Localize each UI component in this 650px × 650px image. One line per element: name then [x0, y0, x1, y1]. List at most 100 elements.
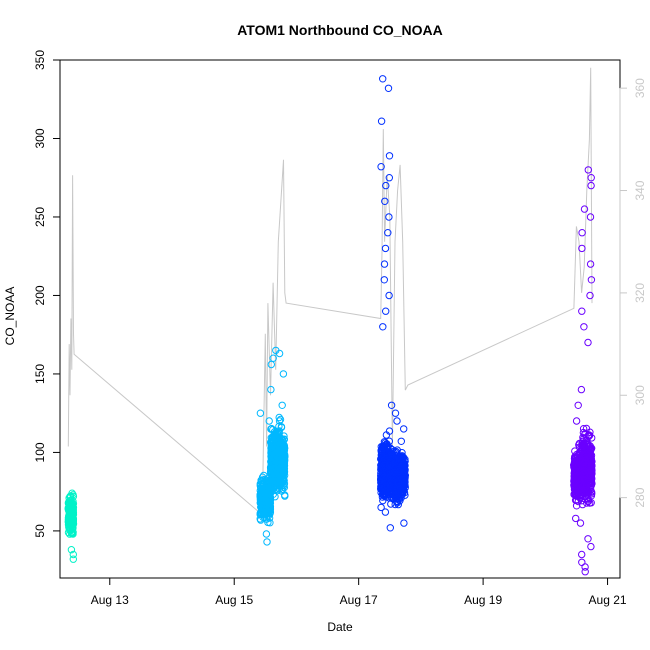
data-point	[582, 453, 590, 462]
y-tick-label: 150	[33, 364, 47, 384]
data-point	[69, 491, 77, 499]
data-point	[572, 417, 581, 425]
y2-tick-label: 280	[633, 487, 647, 507]
data-point	[270, 481, 279, 490]
data-point	[584, 166, 592, 174]
data-point	[276, 462, 284, 470]
data-point	[577, 385, 586, 394]
data-point	[381, 197, 389, 206]
data-point	[570, 484, 579, 492]
data-point	[379, 323, 387, 331]
data-point	[269, 480, 278, 488]
data-point	[391, 457, 399, 465]
data-point	[378, 450, 386, 459]
data-point	[588, 490, 596, 498]
data-point	[580, 205, 589, 213]
data-point	[377, 503, 385, 512]
series-3	[377, 75, 409, 532]
data-point	[585, 432, 593, 441]
y2-tick-label: 300	[633, 385, 647, 405]
data-point	[377, 117, 386, 125]
data-point	[572, 496, 581, 504]
series-4	[570, 166, 596, 576]
x-tick-label: Aug 19	[464, 593, 502, 607]
data-point	[267, 434, 275, 442]
y2-axis: 280 300 320 340 360	[619, 78, 647, 508]
data-point	[384, 229, 392, 237]
y2-tick-label: 340	[633, 180, 647, 200]
y-tick-label: 300	[33, 128, 47, 148]
data-point	[386, 524, 394, 532]
data-point	[401, 457, 409, 465]
data-point	[578, 229, 586, 237]
data-point	[391, 464, 399, 472]
data-point	[578, 244, 586, 253]
data-point	[384, 84, 393, 93]
data-point	[572, 514, 580, 523]
data-point	[578, 307, 586, 315]
y2-line-layer	[67, 67, 593, 514]
data-point	[381, 439, 389, 447]
data-point	[399, 475, 407, 484]
data-point	[69, 550, 78, 559]
data-point	[580, 323, 588, 331]
data-point	[574, 401, 582, 409]
data-point	[387, 401, 396, 409]
data-point	[385, 427, 394, 435]
data-point	[393, 497, 401, 505]
data-point	[68, 489, 76, 497]
data-point	[388, 450, 396, 458]
data-point	[382, 181, 390, 190]
data-point	[379, 75, 387, 83]
data-point	[279, 370, 288, 378]
data-point	[271, 429, 280, 437]
data-point	[579, 425, 588, 433]
data-point	[68, 505, 76, 513]
data-point	[278, 479, 286, 487]
y2-series-line	[67, 67, 593, 514]
data-point	[65, 515, 73, 523]
data-point	[65, 514, 74, 522]
data-point	[585, 466, 593, 475]
data-point	[586, 449, 594, 457]
data-point	[578, 480, 586, 488]
data-point	[393, 446, 401, 454]
data-point	[578, 558, 586, 566]
data-point	[397, 492, 405, 500]
data-point	[580, 458, 588, 467]
data-point	[258, 500, 266, 508]
x-tick-label: Aug 13	[91, 593, 129, 607]
data-point	[280, 483, 288, 492]
data-point	[378, 486, 387, 494]
data-point	[279, 468, 288, 477]
data-point	[278, 461, 287, 470]
data-point	[377, 163, 385, 171]
data-point	[269, 354, 277, 362]
data-point	[587, 542, 595, 551]
data-point	[278, 476, 287, 484]
data-point	[380, 276, 388, 284]
data-point	[275, 413, 283, 422]
x-tick-label: Aug 15	[215, 593, 253, 607]
points-layer	[64, 75, 596, 576]
data-point	[387, 485, 395, 494]
data-point	[257, 508, 265, 516]
data-point	[397, 437, 405, 445]
data-point	[578, 500, 587, 509]
data-point	[377, 479, 385, 487]
data-point	[388, 477, 396, 485]
data-point	[579, 488, 588, 496]
x-tick-label: Aug 17	[340, 593, 378, 607]
data-point	[387, 453, 395, 461]
x-axis-label: Date	[327, 620, 353, 634]
data-point	[258, 490, 266, 498]
data-point	[584, 477, 592, 485]
data-point	[587, 276, 596, 284]
data-point	[385, 213, 393, 221]
data-point	[381, 244, 390, 253]
data-point	[381, 508, 390, 516]
data-point	[394, 479, 403, 487]
data-point	[391, 409, 400, 417]
data-point	[275, 438, 284, 447]
